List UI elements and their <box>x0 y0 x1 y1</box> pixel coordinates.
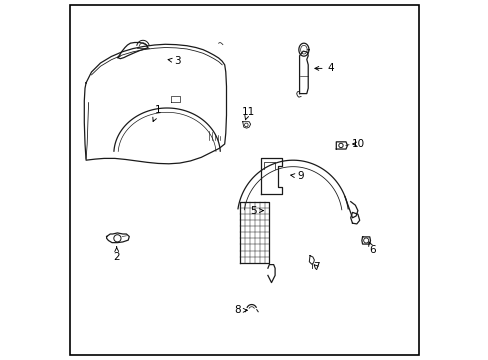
Text: 2: 2 <box>113 247 120 262</box>
Text: 5: 5 <box>250 206 263 216</box>
Text: 11: 11 <box>241 107 254 120</box>
Text: 7: 7 <box>312 262 319 272</box>
Text: 10: 10 <box>350 139 364 149</box>
Text: 3: 3 <box>168 56 181 66</box>
Text: 8: 8 <box>234 305 246 315</box>
Text: 9: 9 <box>290 171 303 181</box>
Text: 6: 6 <box>368 242 375 255</box>
Text: 4: 4 <box>314 63 333 73</box>
Text: 1: 1 <box>153 105 161 121</box>
